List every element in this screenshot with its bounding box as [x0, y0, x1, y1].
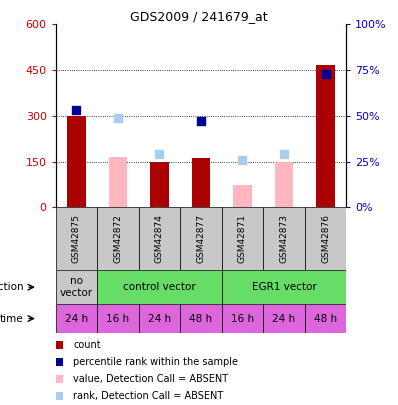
Text: percentile rank within the sample: percentile rank within the sample — [73, 357, 238, 367]
Point — [198, 118, 204, 125]
Text: GSM42873: GSM42873 — [279, 214, 289, 263]
Bar — [305, 304, 346, 333]
Text: time: time — [0, 313, 23, 324]
Bar — [150, 162, 169, 207]
Bar — [67, 116, 86, 207]
Bar — [56, 270, 97, 304]
Text: GDS2009 / 241679_at: GDS2009 / 241679_at — [130, 10, 268, 23]
Bar — [305, 207, 346, 270]
Bar — [180, 304, 222, 333]
Text: 24 h: 24 h — [148, 313, 171, 324]
Text: GSM42875: GSM42875 — [72, 214, 81, 263]
Point — [281, 151, 287, 158]
Bar — [222, 207, 263, 270]
Text: control vector: control vector — [123, 282, 196, 292]
Bar — [263, 304, 305, 333]
Text: 24 h: 24 h — [273, 313, 296, 324]
Text: GSM42876: GSM42876 — [321, 214, 330, 263]
Bar — [222, 270, 346, 304]
Bar — [180, 207, 222, 270]
Point — [156, 151, 163, 158]
Bar — [222, 304, 263, 333]
Text: 48 h: 48 h — [189, 313, 213, 324]
Text: 24 h: 24 h — [65, 313, 88, 324]
Bar — [139, 304, 180, 333]
Text: value, Detection Call = ABSENT: value, Detection Call = ABSENT — [73, 374, 228, 384]
Text: GSM42877: GSM42877 — [197, 214, 205, 263]
Bar — [56, 304, 97, 333]
Bar — [263, 207, 305, 270]
Text: EGR1 vector: EGR1 vector — [252, 282, 316, 292]
Text: GSM42872: GSM42872 — [113, 214, 123, 263]
Text: infection: infection — [0, 282, 23, 292]
Bar — [97, 207, 139, 270]
Point — [73, 107, 80, 113]
Text: no
vector: no vector — [60, 276, 93, 298]
Bar — [233, 185, 252, 207]
Bar — [316, 66, 335, 207]
Bar — [97, 270, 222, 304]
Text: 16 h: 16 h — [106, 313, 129, 324]
Text: GSM42874: GSM42874 — [155, 214, 164, 263]
Point — [322, 70, 329, 77]
Bar — [56, 207, 97, 270]
Bar — [109, 157, 127, 207]
Bar — [97, 304, 139, 333]
Bar — [275, 162, 293, 207]
Text: 16 h: 16 h — [231, 313, 254, 324]
Text: count: count — [73, 340, 101, 350]
Point — [239, 157, 246, 163]
Text: GSM42871: GSM42871 — [238, 214, 247, 263]
Bar — [192, 158, 210, 207]
Text: rank, Detection Call = ABSENT: rank, Detection Call = ABSENT — [73, 391, 223, 401]
Bar — [139, 207, 180, 270]
Text: 48 h: 48 h — [314, 313, 337, 324]
Point — [115, 115, 121, 121]
